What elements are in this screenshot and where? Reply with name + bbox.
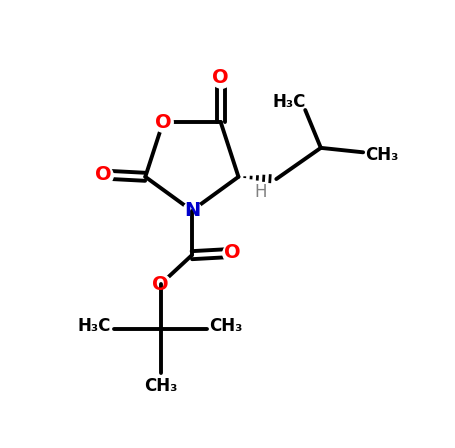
Text: O: O <box>212 68 229 87</box>
Text: CH₃: CH₃ <box>144 377 177 395</box>
Text: O: O <box>152 275 169 293</box>
Text: O: O <box>224 243 240 263</box>
Text: CH₃: CH₃ <box>209 317 243 336</box>
Text: H₃C: H₃C <box>273 93 306 111</box>
Text: N: N <box>184 201 200 220</box>
Text: O: O <box>95 165 111 184</box>
Text: CH₃: CH₃ <box>365 146 399 164</box>
Text: O: O <box>155 112 172 132</box>
Text: H: H <box>254 183 267 202</box>
Text: H₃C: H₃C <box>77 317 111 336</box>
